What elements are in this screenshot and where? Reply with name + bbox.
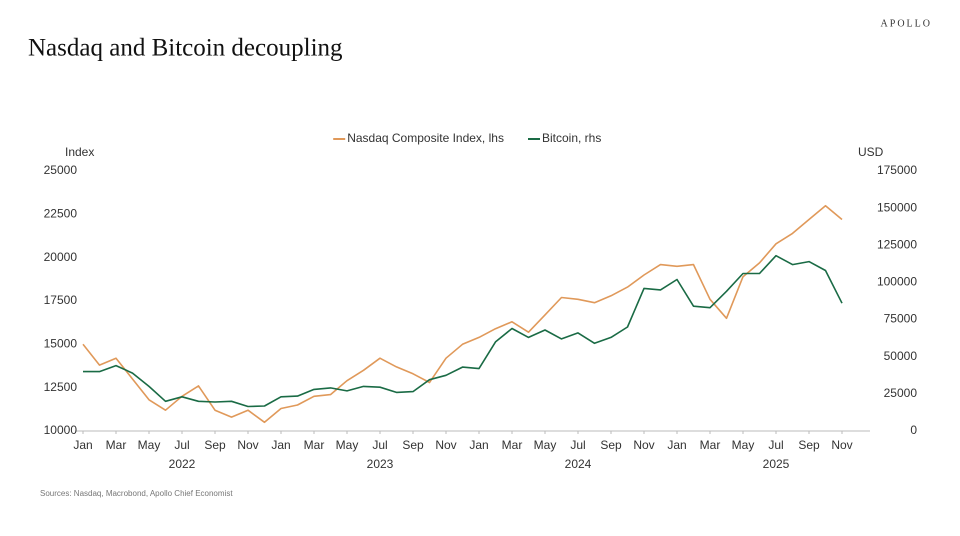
year-label: 2025 <box>763 457 790 471</box>
x-tick-label: Mar <box>700 438 721 452</box>
y-tick-label: 12500 <box>44 380 78 394</box>
y2-tick-label: 175000 <box>877 163 917 177</box>
x-tick-label: Nov <box>831 438 852 452</box>
y-tick-label: 15000 <box>44 337 78 351</box>
x-tick-label: May <box>138 438 161 452</box>
y-tick-label: 17500 <box>44 293 78 307</box>
y-axis-label: Index <box>65 145 94 159</box>
legend-label: Nasdaq Composite Index, lhs <box>347 131 504 145</box>
y-tick-label: 22500 <box>44 207 78 221</box>
x-tick-label: Jul <box>174 438 189 452</box>
x-tick-label: May <box>336 438 359 452</box>
y2-tick-label: 25000 <box>884 386 918 400</box>
x-tick-label: Nov <box>435 438 456 452</box>
series-line <box>83 254 843 408</box>
chart-title: Nasdaq and Bitcoin decoupling <box>28 35 343 62</box>
year-label: 2022 <box>169 457 196 471</box>
x-tick-label: Jan <box>469 438 488 452</box>
x-tick-label: Jul <box>372 438 387 452</box>
x-tick-label: Nov <box>237 438 258 452</box>
x-tick-label: Jan <box>667 438 686 452</box>
x-tick-label: May <box>732 438 755 452</box>
series-line <box>82 204 843 424</box>
y2-tick-label: 100000 <box>877 275 917 289</box>
x-tick-label: Jul <box>570 438 585 452</box>
x-tick-label: Sep <box>798 438 820 452</box>
x-tick-label: Jan <box>271 438 290 452</box>
y2-tick-label: 50000 <box>884 349 918 363</box>
y2-axis-label: USD <box>858 145 884 159</box>
year-label: 2024 <box>565 457 592 471</box>
x-tick-label: Sep <box>204 438 226 452</box>
legend-label: Bitcoin, rhs <box>542 131 601 145</box>
y-tick-label: 20000 <box>44 250 78 264</box>
x-tick-label: May <box>534 438 557 452</box>
x-tick-label: Mar <box>502 438 523 452</box>
x-tick-label: Jul <box>768 438 783 452</box>
x-tick-label: Sep <box>402 438 424 452</box>
x-tick-label: Mar <box>106 438 127 452</box>
y2-tick-label: 150000 <box>877 200 917 214</box>
y-tick-label: 10000 <box>44 423 78 437</box>
year-label: 2023 <box>367 457 394 471</box>
y2-tick-label: 0 <box>910 423 917 437</box>
x-tick-label: Mar <box>304 438 325 452</box>
brand: APOLLO <box>881 18 932 29</box>
x-tick-label: Nov <box>633 438 654 452</box>
x-tick-label: Jan <box>73 438 92 452</box>
y2-tick-label: 125000 <box>877 237 917 251</box>
x-tick-label: Sep <box>600 438 622 452</box>
y-tick-label: 25000 <box>44 163 78 177</box>
source-note: Sources: Nasdaq, Macrobond, Apollo Chief… <box>40 489 233 498</box>
y2-tick-label: 75000 <box>884 312 918 326</box>
